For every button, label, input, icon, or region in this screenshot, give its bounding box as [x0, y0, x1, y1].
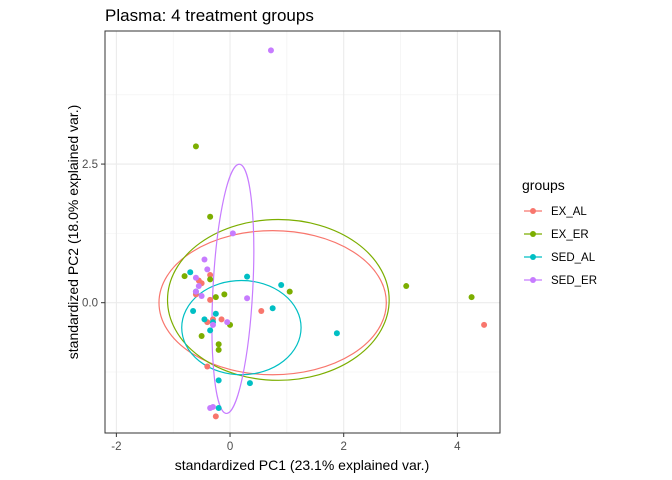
point-ex-er — [215, 346, 222, 353]
point-sed-al — [215, 405, 222, 412]
point-sed-er — [224, 319, 231, 326]
point-ex-er — [198, 332, 205, 339]
point-sed-er — [204, 266, 211, 273]
point-ex-er — [181, 273, 188, 280]
point-ex-er — [215, 341, 222, 348]
point-sed-er — [267, 47, 274, 54]
legend-key-point — [530, 208, 536, 214]
point-sed-er — [244, 295, 251, 302]
legend-title: groups — [522, 177, 565, 193]
x-tick-label: -2 — [111, 441, 121, 453]
point-sed-al — [244, 273, 251, 280]
legend: groups EX_AL EX_ER SED_AL SED_ER — [522, 177, 597, 287]
x-tick-label: 4 — [454, 441, 461, 453]
point-ex-er — [403, 283, 410, 290]
point-layer — [181, 47, 488, 420]
legend-label: SED_ER — [551, 275, 597, 287]
point-sed-al — [215, 377, 222, 384]
legend-item-ex-er: EX_ER — [524, 229, 589, 241]
point-sed-al — [269, 305, 276, 312]
point-ex-er — [207, 276, 214, 283]
y-axis-title: standardized PC2 (18.0% explained var.) — [65, 105, 81, 359]
x-tick-label: 2 — [341, 441, 347, 453]
point-sed-al — [187, 269, 194, 276]
point-ex-er — [212, 294, 219, 301]
point-sed-al — [278, 281, 285, 288]
point-sed-al — [190, 308, 197, 315]
legend-key-point — [530, 231, 536, 237]
point-ex-er — [221, 291, 228, 298]
point-ex-al — [207, 296, 214, 303]
point-sed-al — [201, 316, 208, 323]
legend-key-point — [530, 254, 536, 260]
plot-panel-border — [104, 30, 501, 434]
x-axis-ticks: -2 0 2 4 — [111, 433, 461, 453]
x-axis-title: standardized PC1 (23.1% explained var.) — [175, 457, 429, 473]
y-axis-ticks: 0.0 2.5 — [82, 159, 105, 310]
ellipse-ex-al — [158, 230, 387, 376]
point-sed-al — [207, 327, 214, 334]
point-ex-al — [258, 308, 265, 315]
legend-item-sed-al: SED_AL — [524, 252, 596, 264]
legend-label: SED_AL — [551, 252, 596, 264]
legend-item-ex-al: EX_AL — [524, 206, 587, 218]
point-ex-al — [218, 316, 225, 323]
chart-title: Plasma: 4 treatment groups — [105, 6, 314, 25]
point-sed-er — [198, 293, 205, 300]
point-ex-er — [192, 143, 199, 150]
point-sed-al — [333, 330, 340, 337]
ellipse-sed-al — [181, 279, 302, 376]
legend-label: EX_ER — [551, 229, 589, 241]
point-ex-er — [286, 288, 293, 295]
point-sed-er — [229, 230, 236, 237]
point-sed-er — [192, 274, 199, 281]
point-ex-al — [212, 413, 219, 420]
point-ex-er — [468, 294, 475, 301]
ellipse-ex-er — [166, 218, 390, 381]
point-sed-er — [195, 283, 202, 290]
point-ex-al — [204, 363, 211, 370]
point-sed-er — [209, 403, 216, 410]
point-ex-al — [481, 321, 488, 328]
x-tick-label: 0 — [227, 441, 233, 453]
y-tick-label: 0.0 — [82, 298, 98, 310]
point-sed-er — [201, 256, 208, 263]
grid-layer — [105, 31, 500, 433]
point-sed-al — [212, 310, 219, 317]
y-tick-label: 2.5 — [82, 159, 98, 171]
point-ex-al — [207, 271, 214, 278]
ellipse-layer — [158, 163, 390, 415]
point-ex-er — [207, 213, 214, 220]
legend-item-sed-er: SED_ER — [524, 275, 597, 287]
legend-label: EX_AL — [551, 206, 587, 218]
point-sed-er — [192, 288, 199, 295]
point-sed-al — [246, 380, 253, 387]
ellipse-sed-er — [211, 163, 255, 415]
plot-panel — [105, 31, 500, 433]
legend-key-point — [530, 277, 536, 283]
point-sed-er — [209, 321, 216, 328]
